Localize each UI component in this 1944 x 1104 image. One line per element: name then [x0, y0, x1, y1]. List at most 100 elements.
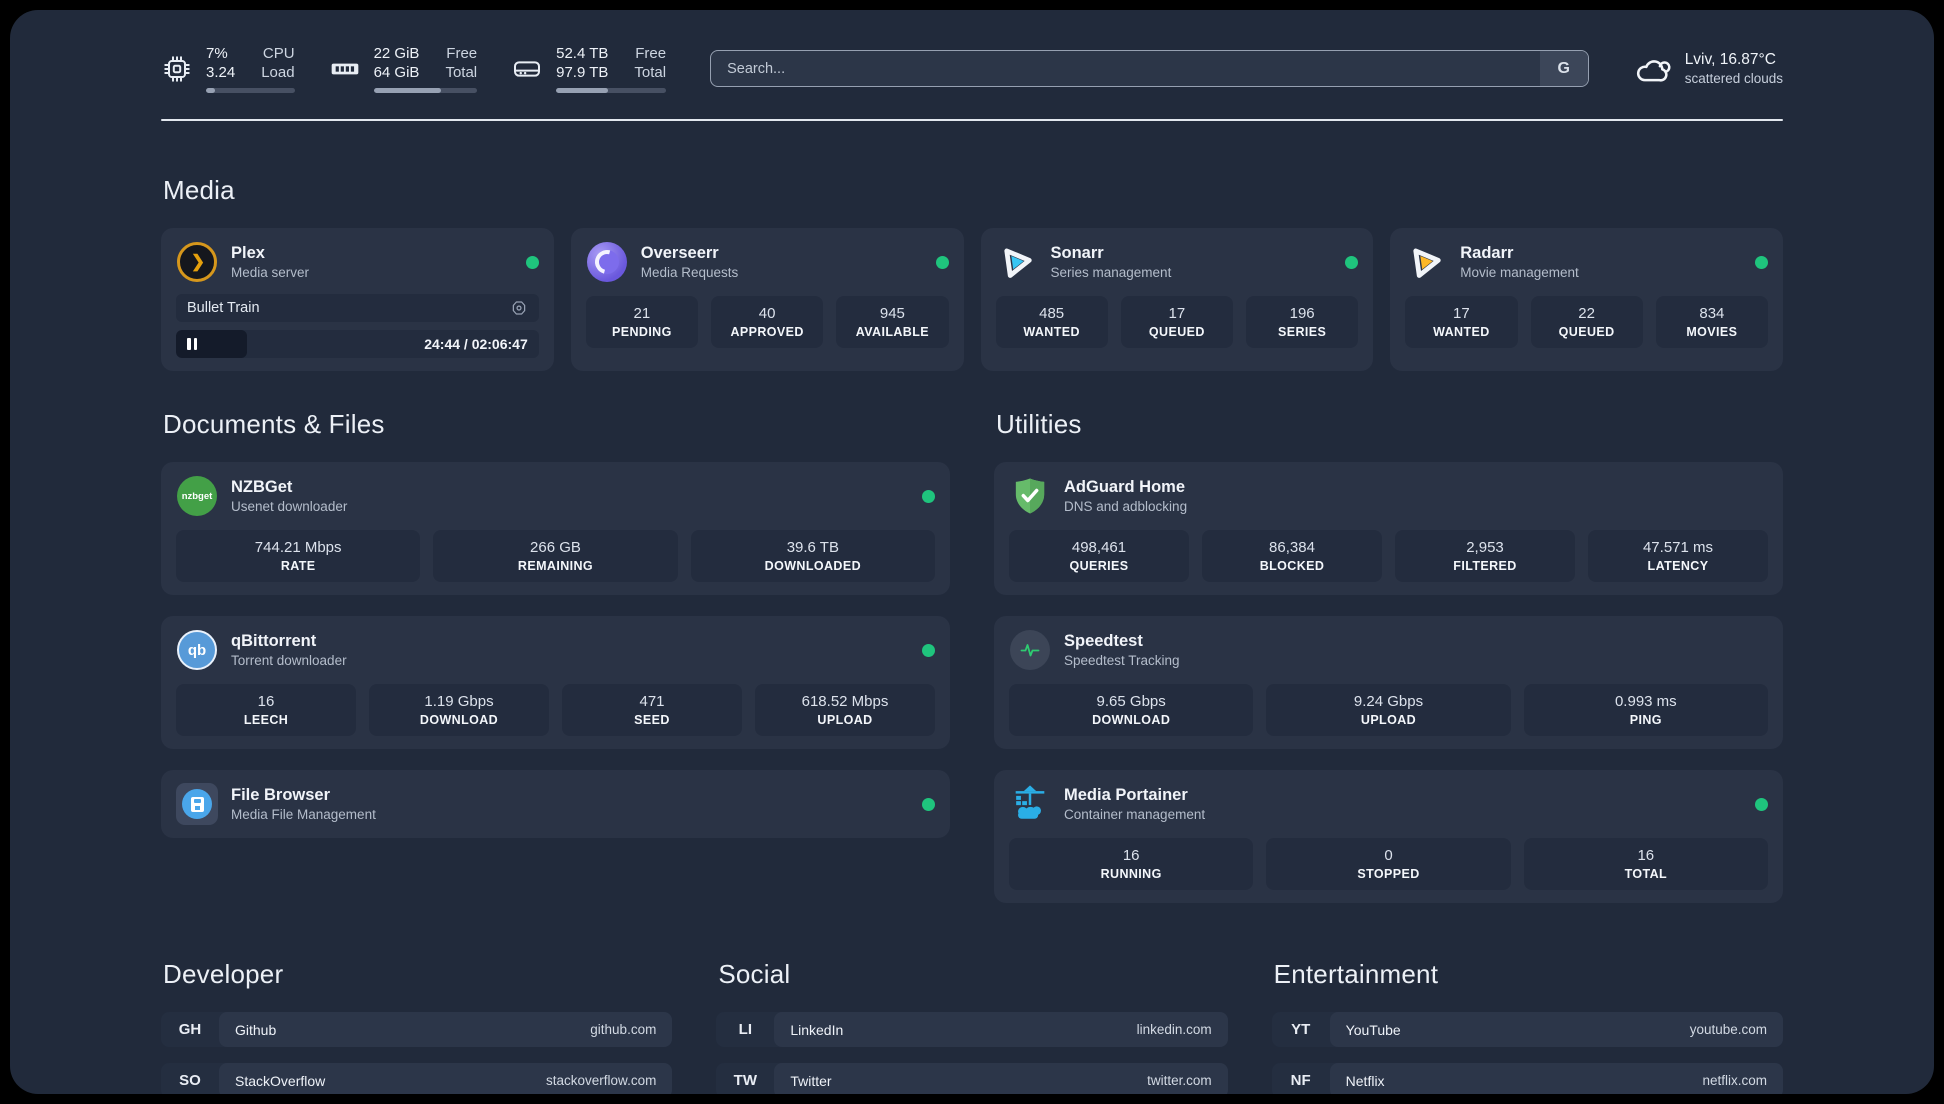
bookmark-abbr: SO: [179, 1072, 201, 1089]
app-subtitle: Container management: [1064, 807, 1206, 822]
bookmark-url: youtube.com: [1689, 1022, 1767, 1037]
memory-free-label: Free: [446, 45, 478, 62]
app-name: File Browser: [231, 786, 331, 804]
app-card-nzbget[interactable]: nzbget NZBGet Usenet downloader 744.21 M…: [161, 462, 950, 595]
status-online-dot: [922, 489, 935, 503]
bookmark-name: LinkedIn: [790, 1021, 844, 1038]
bookmark-name: YouTube: [1345, 1021, 1401, 1038]
portainer-icon: [1009, 783, 1051, 825]
section-title-documents: Documents & Files: [163, 409, 385, 439]
app-card-portainer[interactable]: Media Portainer Container management 16 R…: [994, 770, 1783, 903]
app-card-overseerr[interactable]: Overseerr Media Requests 21 PENDING 40 APP…: [570, 228, 964, 371]
app-card-adguard[interactable]: AdGuard Home DNS and adblocking 498,461 Q…: [994, 462, 1783, 595]
stat-wanted: 17 WANTED: [1405, 296, 1518, 348]
app-subtitle: DNS and adblocking: [1064, 499, 1188, 514]
stat-filtered: 2,953 FILTERED: [1395, 530, 1575, 582]
app-name: Plex: [231, 244, 265, 262]
stat-available: 945 AVAILABLE: [836, 296, 949, 348]
app-subtitle: Media server: [231, 265, 310, 280]
section-title-utilities: Utilities: [996, 409, 1082, 439]
app-subtitle: Movie management: [1460, 265, 1579, 280]
bookmark-abbr: NF: [1290, 1072, 1311, 1089]
bookmark-abbr: TW: [733, 1072, 757, 1089]
cpu-stat: 7% 3.24 CPU Load: [161, 44, 295, 93]
bookmark-github[interactable]: GH Github github.com: [161, 1012, 673, 1047]
stat-series: 196 SERIES: [1246, 296, 1359, 348]
cloud-icon: [1633, 50, 1671, 88]
memory-free-value: 22 GiB: [373, 45, 420, 62]
bookmark-twitter[interactable]: TW Twitter twitter.com: [716, 1063, 1228, 1094]
status-online-dot: [525, 255, 539, 269]
cpu-progress-bar: [206, 88, 295, 93]
stat-running: 16 RUNNING: [1009, 838, 1254, 890]
bookmark-group-social: Social LI LinkedIn linkedin.com TW Twitte…: [716, 959, 1228, 1094]
qbittorrent-icon: qb: [176, 629, 218, 671]
app-subtitle: Torrent downloader: [231, 653, 347, 668]
status-online-dot: [1345, 255, 1359, 269]
bookmark-name: Netflix: [1345, 1072, 1385, 1089]
stat-download: 9.65 Gbps DOWNLOAD: [1009, 684, 1254, 736]
app-subtitle: Series management: [1050, 265, 1172, 280]
playback-time: 24:44 / 02:06:47: [424, 336, 528, 352]
app-card-plex[interactable]: ❯ Plex Media server Bullet Train: [161, 228, 554, 371]
stat-leech: 16 LEECH: [176, 684, 356, 736]
bookmark-linkedin[interactable]: LI LinkedIn linkedin.com: [716, 1012, 1228, 1047]
top-bar: 7% 3.24 CPU Load: [161, 44, 1783, 93]
playback-progress: 24:44 / 02:06:47: [176, 330, 539, 358]
filebrowser-icon: [176, 783, 218, 825]
memory-icon: [329, 53, 361, 85]
app-card-speedtest[interactable]: Speedtest Speedtest Tracking 9.65 Gbps DO…: [994, 616, 1783, 749]
now-playing-title: Bullet Train: [187, 300, 260, 316]
memory-total-value: 64 GiB: [373, 64, 420, 81]
overseerr-icon: [586, 241, 628, 283]
bookmark-group-developer: Developer GH Github github.com SO StackOv…: [161, 959, 673, 1094]
disk-stat: 52.4 TB 97.9 TB Free Total: [511, 44, 667, 93]
app-subtitle: Media Requests: [640, 265, 739, 280]
stat-wanted: 485 WANTED: [995, 296, 1108, 348]
app-card-radarr[interactable]: Radarr Movie management 17 WANTED 22 QUEUE…: [1390, 228, 1783, 371]
app-subtitle: Media File Management: [231, 807, 376, 822]
bookmark-stackoverflow[interactable]: SO StackOverflow stackoverflow.com: [161, 1063, 673, 1094]
disk-total-label: Total: [634, 64, 667, 81]
stat-queued: 22 QUEUED: [1530, 296, 1643, 348]
disk-free-label: Free: [635, 45, 667, 62]
stat-rate: 744.21 Mbps RATE: [176, 530, 421, 582]
memory-total-label: Total: [445, 64, 478, 81]
stat-pending: 21 PENDING: [585, 296, 698, 348]
stat-blocked: 86,384 BLOCKED: [1202, 530, 1382, 582]
nzbget-icon: nzbget: [176, 475, 218, 517]
app-card-filebrowser[interactable]: File Browser Media File Management: [161, 770, 950, 838]
app-name: Radarr: [1460, 244, 1514, 262]
bookmark-netflix[interactable]: NF Netflix netflix.com: [1271, 1063, 1783, 1094]
status-online-dot: [922, 797, 935, 811]
adguard-icon: [1009, 475, 1051, 517]
weather-widget: Lviv, 16.87°C scattered clouds: [1633, 50, 1783, 88]
stat-latency: 47.571 ms LATENCY: [1588, 530, 1768, 582]
app-subtitle: Speedtest Tracking: [1064, 653, 1180, 668]
cpu-usage-label: CPU: [262, 45, 295, 62]
cpu-usage-value: 7%: [206, 45, 228, 62]
disk-free-value: 52.4 TB: [556, 45, 609, 62]
section-title-media: Media: [163, 175, 235, 205]
weather-condition: scattered clouds: [1684, 71, 1783, 86]
bookmark-url: github.com: [590, 1022, 657, 1037]
search-engine-button[interactable]: G: [1539, 51, 1588, 86]
bookmark-url: stackoverflow.com: [546, 1073, 657, 1088]
stat-queries: 498,461 QUERIES: [1009, 530, 1189, 582]
bookmark-url: netflix.com: [1702, 1073, 1767, 1088]
stat-seed: 471 SEED: [562, 684, 742, 736]
bookmark-abbr: YT: [1291, 1021, 1311, 1038]
dashboard-page: 7% 3.24 CPU Load: [10, 10, 1934, 1094]
status-online-dot: [1755, 797, 1768, 811]
stat-stopped: 0 STOPPED: [1266, 838, 1511, 890]
status-online-dot: [1755, 255, 1768, 269]
search-input[interactable]: [711, 51, 1540, 86]
app-card-qbittorrent[interactable]: qb qBittorrent Torrent downloader 16 LEEC…: [161, 616, 950, 749]
sonarr-icon: [996, 241, 1038, 283]
app-name: qBittorrent: [231, 632, 317, 650]
memory-progress-bar: [373, 88, 478, 93]
app-card-sonarr[interactable]: Sonarr Series management 485 WANTED 17 QUE…: [980, 228, 1374, 371]
bookmark-name: StackOverflow: [235, 1072, 326, 1089]
bookmark-youtube[interactable]: YT YouTube youtube.com: [1271, 1012, 1783, 1047]
bookmark-name: Github: [235, 1021, 277, 1038]
